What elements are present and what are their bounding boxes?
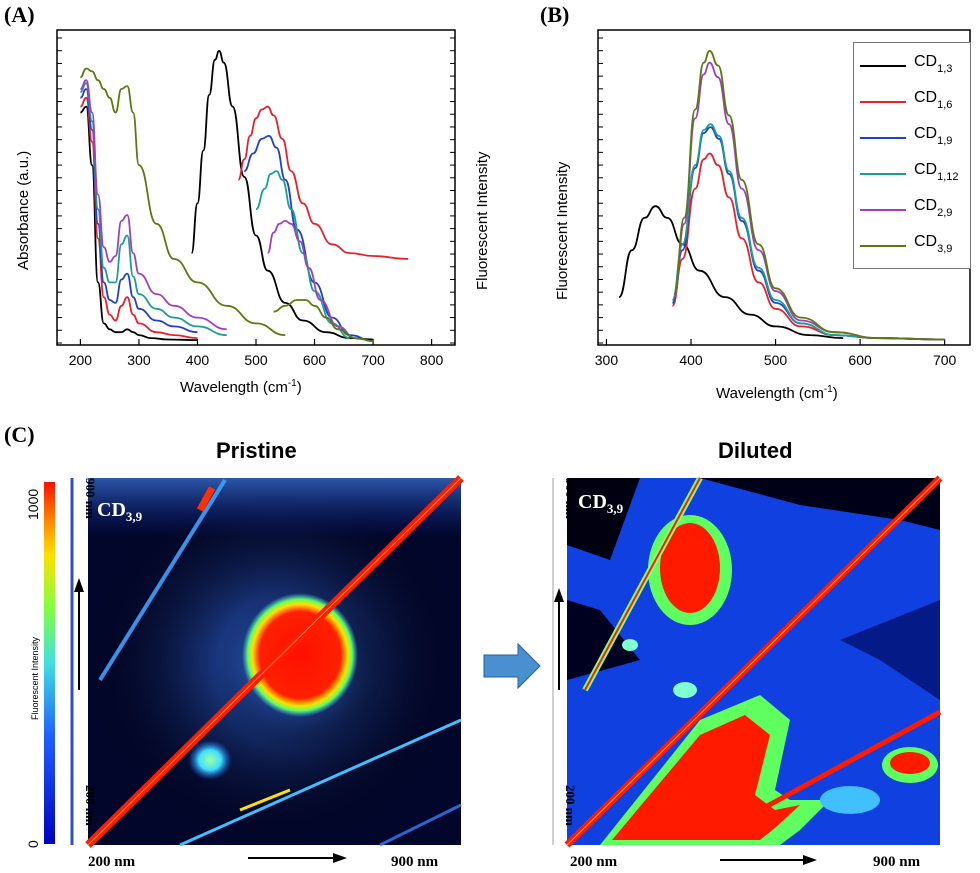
- legend-label: CD3,9: [914, 233, 953, 255]
- diluted-y-bottom-label: 200 nm: [563, 785, 578, 826]
- pristine-y-arrowhead: [74, 578, 84, 592]
- legend-label: CD1,12: [914, 161, 959, 183]
- colorbar-min-label: 0: [25, 840, 41, 848]
- diluted-y-arrowhead: [554, 588, 564, 602]
- heatmap-diluted: [564, 475, 943, 848]
- legend-entry: CD1,3: [854, 49, 970, 79]
- panel-label-c: (C): [4, 422, 35, 447]
- transition-arrow: [483, 642, 541, 690]
- legend-entry: CD2,9: [854, 193, 970, 223]
- pristine-x-arrowhead: [333, 853, 347, 863]
- legend-swatch: [860, 137, 906, 139]
- legend-label: CD2,9: [914, 197, 953, 219]
- diluted-x-arrowhead: [803, 855, 817, 865]
- pristine-y-top-label: 900 nm: [83, 478, 98, 519]
- diluted-sample-label: CD3,9: [578, 491, 624, 516]
- pristine-x-end-label: 900 nm: [391, 854, 439, 870]
- legend-swatch: [860, 173, 906, 175]
- colorbar-title: Fluorescent Intensity: [30, 636, 40, 720]
- pristine-y-bottom-label: 200 nm: [83, 785, 98, 826]
- legend-label: CD1,3: [914, 53, 953, 75]
- colorbar: [44, 482, 55, 844]
- diluted-y-top-label: 900 nm: [563, 478, 578, 519]
- diluted-title: Diluted: [718, 438, 793, 463]
- legend-swatch: [860, 245, 906, 247]
- diluted-x-end-label: 900 nm: [873, 854, 921, 870]
- legend-swatch: [860, 65, 906, 67]
- legend-swatch: [860, 209, 906, 211]
- heatmap-pristine: [85, 475, 464, 848]
- legend-label: CD1,9: [914, 125, 953, 147]
- legend-swatch: [860, 101, 906, 103]
- legend-entry: CD1,6: [854, 85, 970, 115]
- panel-label-b: (B): [540, 2, 570, 27]
- legend-label: CD1,6: [914, 89, 953, 111]
- panel-label-a: (A): [4, 2, 35, 27]
- legend-entry: CD1,9: [854, 121, 970, 151]
- pristine-x-start-label: 200 nm: [88, 854, 136, 870]
- pristine-title: Pristine: [216, 438, 297, 463]
- legend-entry: CD3,9: [854, 229, 970, 259]
- legend-entry: CD1,12: [854, 157, 970, 187]
- colorbar-max-label: 1000: [25, 489, 41, 520]
- diluted-x-start-label: 200 nm: [570, 854, 618, 870]
- pristine-sample-label: CD3,9: [97, 499, 143, 524]
- chart-b-legend: CD1,3 CD1,6 CD1,9 CD1,12 CD2,9 CD3,9: [853, 42, 971, 269]
